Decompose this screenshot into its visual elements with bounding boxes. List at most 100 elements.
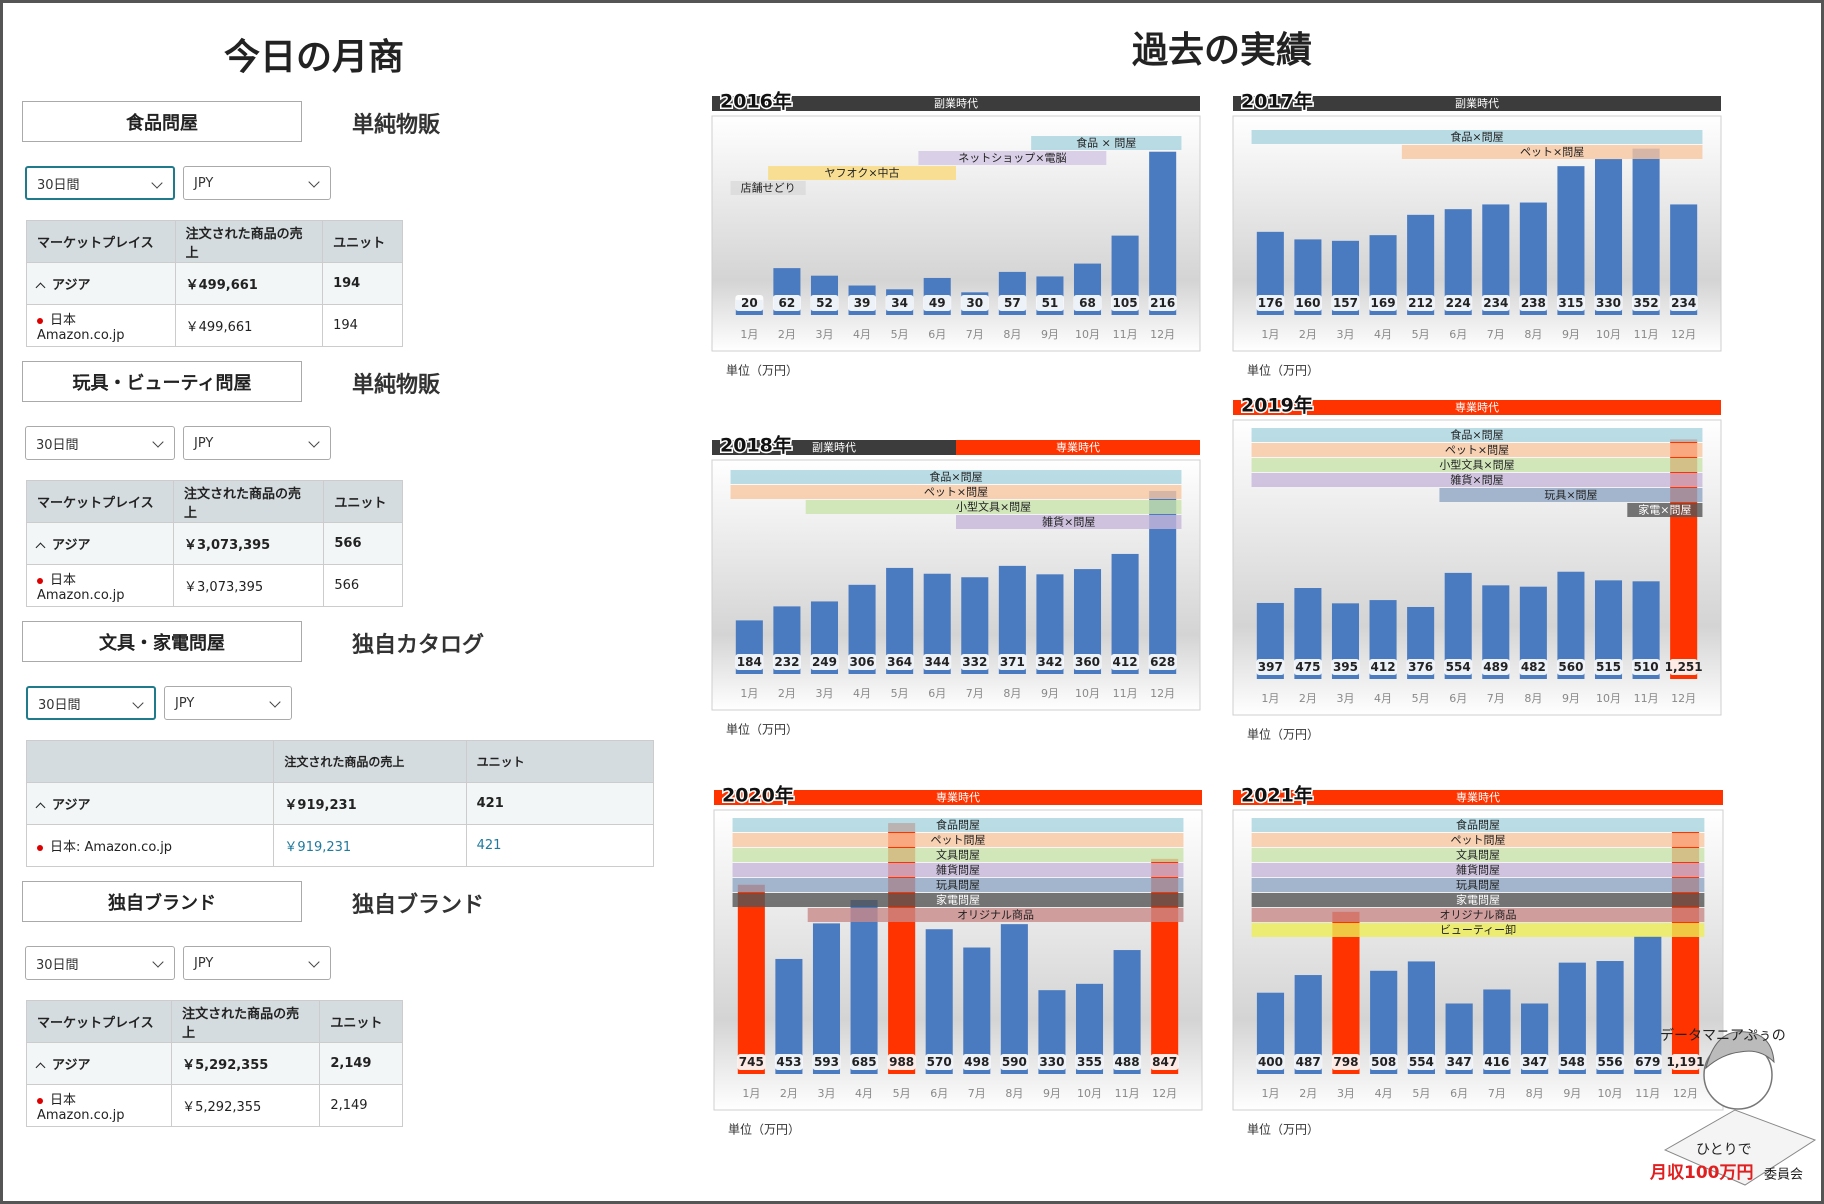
band-label: 玩具×問屋 (1544, 489, 1597, 502)
value-label: 30 (966, 296, 983, 310)
value-label: 342 (1037, 655, 1062, 669)
category-band (732, 818, 1184, 832)
x-tick-label: 5月 (891, 328, 909, 341)
expand-caret (35, 282, 46, 293)
value-label: 355 (1077, 1055, 1102, 1069)
period-dropdown[interactable]: 30日間 (25, 426, 175, 460)
x-tick-label: 6月 (1449, 692, 1467, 705)
category-band (1251, 863, 1705, 877)
x-tick-label: 7月 (966, 687, 984, 700)
value-label: 238 (1521, 296, 1546, 310)
status-dot (37, 845, 43, 851)
header-cell: ユニット (323, 480, 403, 523)
year-label: 2021年 (1241, 784, 1313, 807)
x-tick-label: 5月 (1412, 692, 1430, 705)
x-tick-label: 12月 (1152, 1087, 1177, 1100)
value-label: 330 (1596, 296, 1621, 310)
section-kind: 単純物販 (352, 373, 441, 398)
band-label: ペット問屋 (931, 834, 986, 847)
year-label: 2018年 (720, 434, 792, 457)
value-label-bg (1111, 295, 1140, 311)
x-tick-label: 1月 (1261, 328, 1279, 341)
x-tick-label: 3月 (815, 328, 833, 341)
value-label-bg (1520, 1054, 1549, 1070)
value-label-bg (1369, 295, 1398, 311)
table-cell: 日本 Amazon.co.jp (25, 564, 175, 607)
cell-text: 194 (333, 276, 361, 291)
x-tick-label: 4月 (1374, 328, 1392, 341)
category-band (1251, 848, 1705, 862)
header-row: マーケットプレイス 注文された商品の売上 ユニット (25, 480, 403, 523)
unit-label: 単位（万円） (726, 722, 798, 737)
mascot-line: 月収100万円 (1649, 1163, 1754, 1183)
value-label-bg (998, 654, 1027, 670)
band-label: 雑貨問屋 (1456, 863, 1500, 877)
section-name: 独自ブランド (22, 881, 302, 922)
header-cell: ユニット (465, 740, 655, 783)
currency-dropdown[interactable]: JPY (183, 426, 331, 460)
currency-dropdown[interactable]: JPY (183, 166, 331, 200)
table-cell: ￥5,292,355 (171, 1042, 321, 1085)
period-dropdown[interactable]: 30日間 (25, 946, 175, 980)
period-dropdown[interactable]: 30日間 (25, 166, 175, 200)
value-label: 515 (1596, 660, 1621, 674)
value-label-bg (1406, 295, 1435, 311)
year-label: 2016年 (720, 90, 792, 113)
value-label: 62 (779, 296, 796, 310)
period-dropdown[interactable]: 30日間 (26, 686, 156, 720)
value-label-bg (1331, 1054, 1360, 1070)
table-cell: アジア (25, 1042, 173, 1085)
cell-text: ￥919,231 (284, 798, 357, 813)
value-label-bg (1000, 1054, 1029, 1070)
value-label-bg (1148, 295, 1177, 311)
value-label: 160 (1295, 296, 1320, 310)
x-tick-label: 3月 (1336, 328, 1354, 341)
x-tick-label: 11月 (1634, 692, 1659, 705)
period-banner (714, 790, 1202, 805)
x-tick-label: 2月 (778, 328, 796, 341)
category-band (732, 878, 1184, 892)
category-band (732, 893, 1184, 907)
period-banner (1233, 400, 1721, 415)
x-tick-label: 11月 (1634, 328, 1659, 341)
value-label-bg (1293, 659, 1322, 675)
value-label: 20 (741, 296, 758, 310)
x-tick-label: 2月 (1299, 328, 1317, 341)
cell-text: ￥919,231 (284, 840, 352, 855)
x-tick-label: 4月 (853, 687, 871, 700)
value-label: 400 (1258, 1055, 1283, 1069)
mascot-line: ひとりで (1696, 1142, 1752, 1158)
value-label-bg (774, 1054, 803, 1070)
cell-text: アジア (52, 1058, 91, 1073)
x-tick-label: 8月 (1005, 1087, 1023, 1100)
section-name: 文具・家電問屋 (22, 621, 302, 662)
value-label: 169 (1371, 296, 1396, 310)
value-label-bg (1632, 659, 1661, 675)
table-cell: 421 (465, 824, 655, 867)
table: マーケットプレイス 注文された商品の売上 ユニット アジア ￥499,661 194 日本 … (26, 220, 403, 347)
bar (1632, 148, 1660, 315)
cell-text: ￥3,073,395 (184, 538, 271, 553)
band-label: 食品×問屋 (929, 470, 982, 484)
value-label: 798 (1333, 1055, 1358, 1069)
currency-dropdown[interactable]: JPY (183, 946, 331, 980)
x-tick-label: 10月 (1077, 1087, 1102, 1100)
band-label: 小型文具×問屋 (1439, 458, 1514, 472)
bar (963, 947, 991, 1074)
table: 注文された商品の売上 ユニット アジア ￥919,231 421 日本: Amazon.c… (25, 740, 655, 867)
value-label-bg (1293, 295, 1322, 311)
year-label: 2019年 (1241, 394, 1313, 417)
band-label: オリジナル商品 (1440, 908, 1517, 922)
value-label-bg (885, 295, 914, 311)
x-tick-label: 9月 (1562, 692, 1580, 705)
band-label: ペット×問屋 (924, 486, 988, 499)
x-tick-label: 11月 (1113, 687, 1138, 700)
value-label: 51 (1042, 296, 1059, 310)
x-tick-label: 7月 (966, 328, 984, 341)
currency-dropdown[interactable]: JPY (164, 686, 292, 720)
table-row: アジア ￥3,073,395 566 (25, 522, 403, 565)
cell-text: ￥5,292,355 (182, 1058, 269, 1073)
unit-label: 単位（万円） (1247, 363, 1319, 378)
